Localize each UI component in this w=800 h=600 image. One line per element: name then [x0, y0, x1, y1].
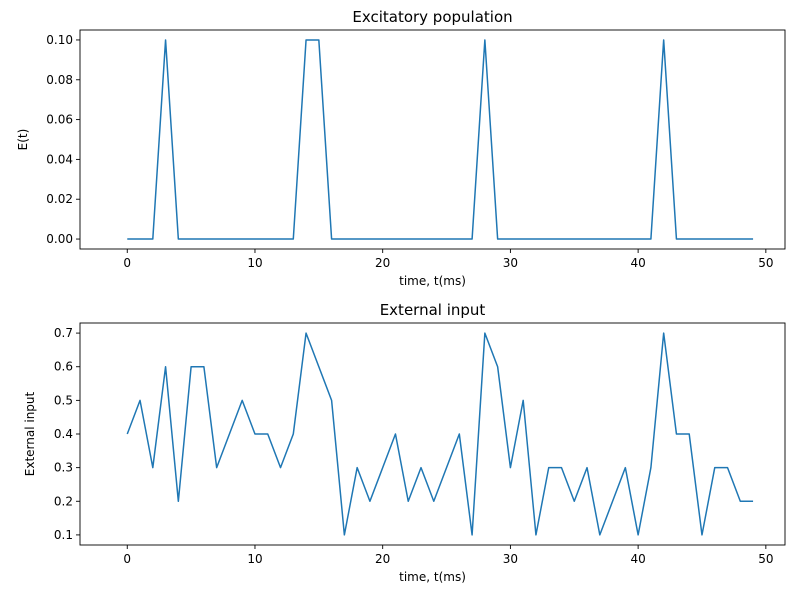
external-input-ytick-label: 0.4 — [54, 427, 73, 441]
excitatory-population-ytick-label: 0.06 — [46, 113, 73, 127]
excitatory-population-xtick-label: 30 — [503, 256, 518, 270]
external-input-xtick-label: 50 — [758, 552, 773, 566]
excitatory-population-xtick-label: 10 — [247, 256, 262, 270]
external-input-series-line — [126, 332, 754, 536]
external-input-ytick-label: 0.7 — [54, 326, 73, 340]
excitatory-population-xtick-label: 0 — [123, 256, 131, 270]
excitatory-population-ylabel: E(t) — [16, 129, 30, 151]
external-input-ytick-label: 0.3 — [54, 461, 73, 475]
external-input-ytick-label: 0.5 — [54, 393, 73, 407]
excitatory-population-panel: 0 10 20 30 40 50 0.00 0.02 0.04 0.06 0.08 0.10 Excit… — [16, 8, 786, 288]
excitatory-population-xtick-label: 40 — [630, 256, 645, 270]
excitatory-population-xlabel: time, t(ms) — [399, 274, 466, 288]
excitatory-population-xtick-label: 20 — [375, 256, 390, 270]
external-input-ylabel: External input — [23, 391, 37, 476]
excitatory-population-ytick-label: 0.02 — [46, 192, 73, 206]
excitatory-population-ytick-label: 0.00 — [46, 232, 73, 246]
external-input-xtick-label: 10 — [247, 552, 262, 566]
excitatory-population-xtick-label: 50 — [758, 256, 773, 270]
excitatory-population-ytick-label: 0.08 — [46, 73, 73, 87]
external-input-xtick-label: 0 — [123, 552, 131, 566]
external-input-panel: 0 10 20 30 40 50 0.1 0.2 0.3 0.4 0.5 0.6 0.7 External… — [23, 301, 786, 584]
external-input-ytick-label: 0.2 — [54, 494, 73, 508]
external-input-xlabel: time, t(ms) — [399, 570, 466, 584]
external-input-xtick-label: 20 — [375, 552, 390, 566]
external-input-xtick-label: 30 — [503, 552, 518, 566]
external-input-ytick-label: 0.6 — [54, 360, 73, 374]
external-input-ytick-label: 0.1 — [54, 528, 73, 542]
external-input-xtick-label: 40 — [630, 552, 645, 566]
excitatory-population-series-line — [127, 39, 754, 240]
excitatory-population-title: Excitatory population — [352, 8, 512, 26]
excitatory-population-axes-frame — [79, 29, 786, 250]
external-input-title: External input — [380, 301, 486, 319]
excitatory-population-ytick-label: 0.10 — [46, 33, 73, 47]
excitatory-population-ytick-label: 0.04 — [46, 152, 73, 166]
